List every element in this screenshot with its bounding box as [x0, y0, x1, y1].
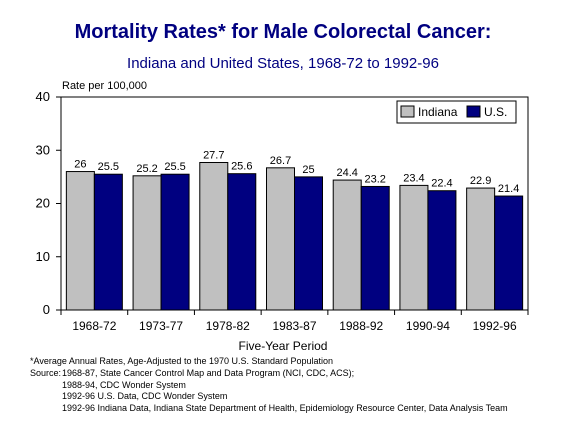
- x-tick-label: 1983-87: [272, 319, 316, 333]
- bar-indiana: [199, 161, 229, 311]
- bar-us: [294, 176, 323, 311]
- data-label: 23.4: [403, 172, 424, 184]
- data-label: 27.7: [203, 149, 224, 161]
- source-line-text: 1992-96 Indiana Data, Indiana State Depa…: [62, 402, 508, 413]
- chart-title: Mortality Rates* for Male Colorectal Can…: [74, 21, 492, 43]
- data-label: 23.2: [365, 173, 386, 185]
- data-label: 22.4: [431, 178, 452, 190]
- chart-subtitle: Indiana and United States, 1968-72 to 19…: [127, 55, 439, 72]
- data-label: 25.5: [98, 161, 119, 173]
- legend-label: Indiana: [418, 105, 458, 119]
- data-label: 26: [74, 159, 86, 171]
- data-label: 24.4: [337, 167, 358, 179]
- bar-indiana: [332, 179, 362, 311]
- legend-box: [396, 100, 517, 124]
- data-label: 21.4: [498, 183, 519, 195]
- source-line: 1992-96 U.S. Data, CDC Wonder System: [30, 391, 508, 403]
- bar-indiana: [266, 167, 295, 311]
- data-label: 26.7: [270, 155, 291, 167]
- data-label: 25.6: [231, 161, 252, 173]
- source-line-text: 1988-94, CDC Wonder System: [62, 379, 186, 390]
- bar-us: [494, 195, 524, 311]
- data-label: 25.5: [164, 161, 185, 173]
- source-label: Source:: [30, 368, 62, 378]
- source-line: 1988-94, CDC Wonder System: [30, 380, 508, 392]
- legend-label: U.S.: [484, 105, 507, 119]
- x-tick-label: 1988-92: [339, 319, 383, 333]
- x-tick-label: 1992-96: [473, 319, 517, 333]
- source-line-text: 1968-87, State Cancer Control Map and Da…: [62, 368, 355, 378]
- y-tick-label: 10: [36, 249, 50, 264]
- bar-indiana: [399, 184, 429, 311]
- bar-us: [427, 190, 457, 311]
- y-axis-label: Rate per 100,000: [62, 80, 148, 92]
- legend-swatch: [466, 105, 481, 118]
- bar-indiana: [65, 171, 95, 311]
- bar-us: [160, 173, 190, 311]
- bar-us: [93, 173, 123, 311]
- x-tick-label: 1968-72: [72, 319, 116, 333]
- y-tick-label: 0: [43, 302, 50, 317]
- data-label: 25.2: [136, 163, 157, 175]
- y-tick-label: 20: [36, 196, 50, 211]
- y-tick-label: 40: [36, 89, 50, 104]
- data-label: 25: [302, 164, 314, 176]
- footnote: *Average Annual Rates, Age-Adjusted to t…: [30, 356, 334, 366]
- bar-indiana: [132, 175, 162, 311]
- bar-us: [360, 185, 390, 311]
- x-axis-label: Five-Year Period: [238, 339, 328, 353]
- x-tick-label: 1990-94: [406, 319, 450, 333]
- y-tick-label: 30: [36, 142, 50, 157]
- x-tick-label: 1978-82: [206, 319, 250, 333]
- source-line: 1992-96 Indiana Data, Indiana State Depa…: [30, 403, 508, 415]
- source-line-text: 1992-96 U.S. Data, CDC Wonder System: [62, 391, 228, 401]
- legend-swatch: [400, 105, 415, 118]
- source-notes: Source:1968-87, State Cancer Control Map…: [30, 368, 508, 414]
- data-label: 22.9: [470, 175, 491, 187]
- bar-indiana: [466, 187, 496, 311]
- bar-us: [227, 173, 257, 311]
- source-line: Source:1968-87, State Cancer Control Map…: [30, 368, 508, 380]
- x-tick-label: 1973-77: [139, 319, 183, 333]
